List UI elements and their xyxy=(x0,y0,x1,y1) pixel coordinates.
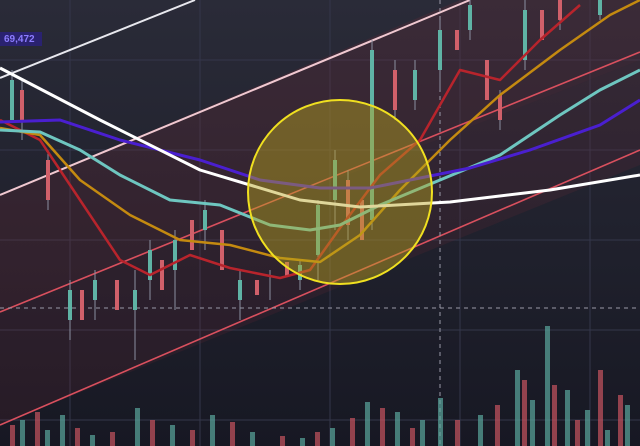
moving-averages xyxy=(0,0,640,280)
price-label: 69,472 xyxy=(4,34,35,45)
channel-fill xyxy=(0,0,640,312)
volume-bars xyxy=(20,326,630,446)
price-tag xyxy=(0,32,42,46)
white-channel xyxy=(0,0,471,196)
highlight-circle xyxy=(247,99,433,285)
red-channel xyxy=(0,51,640,426)
